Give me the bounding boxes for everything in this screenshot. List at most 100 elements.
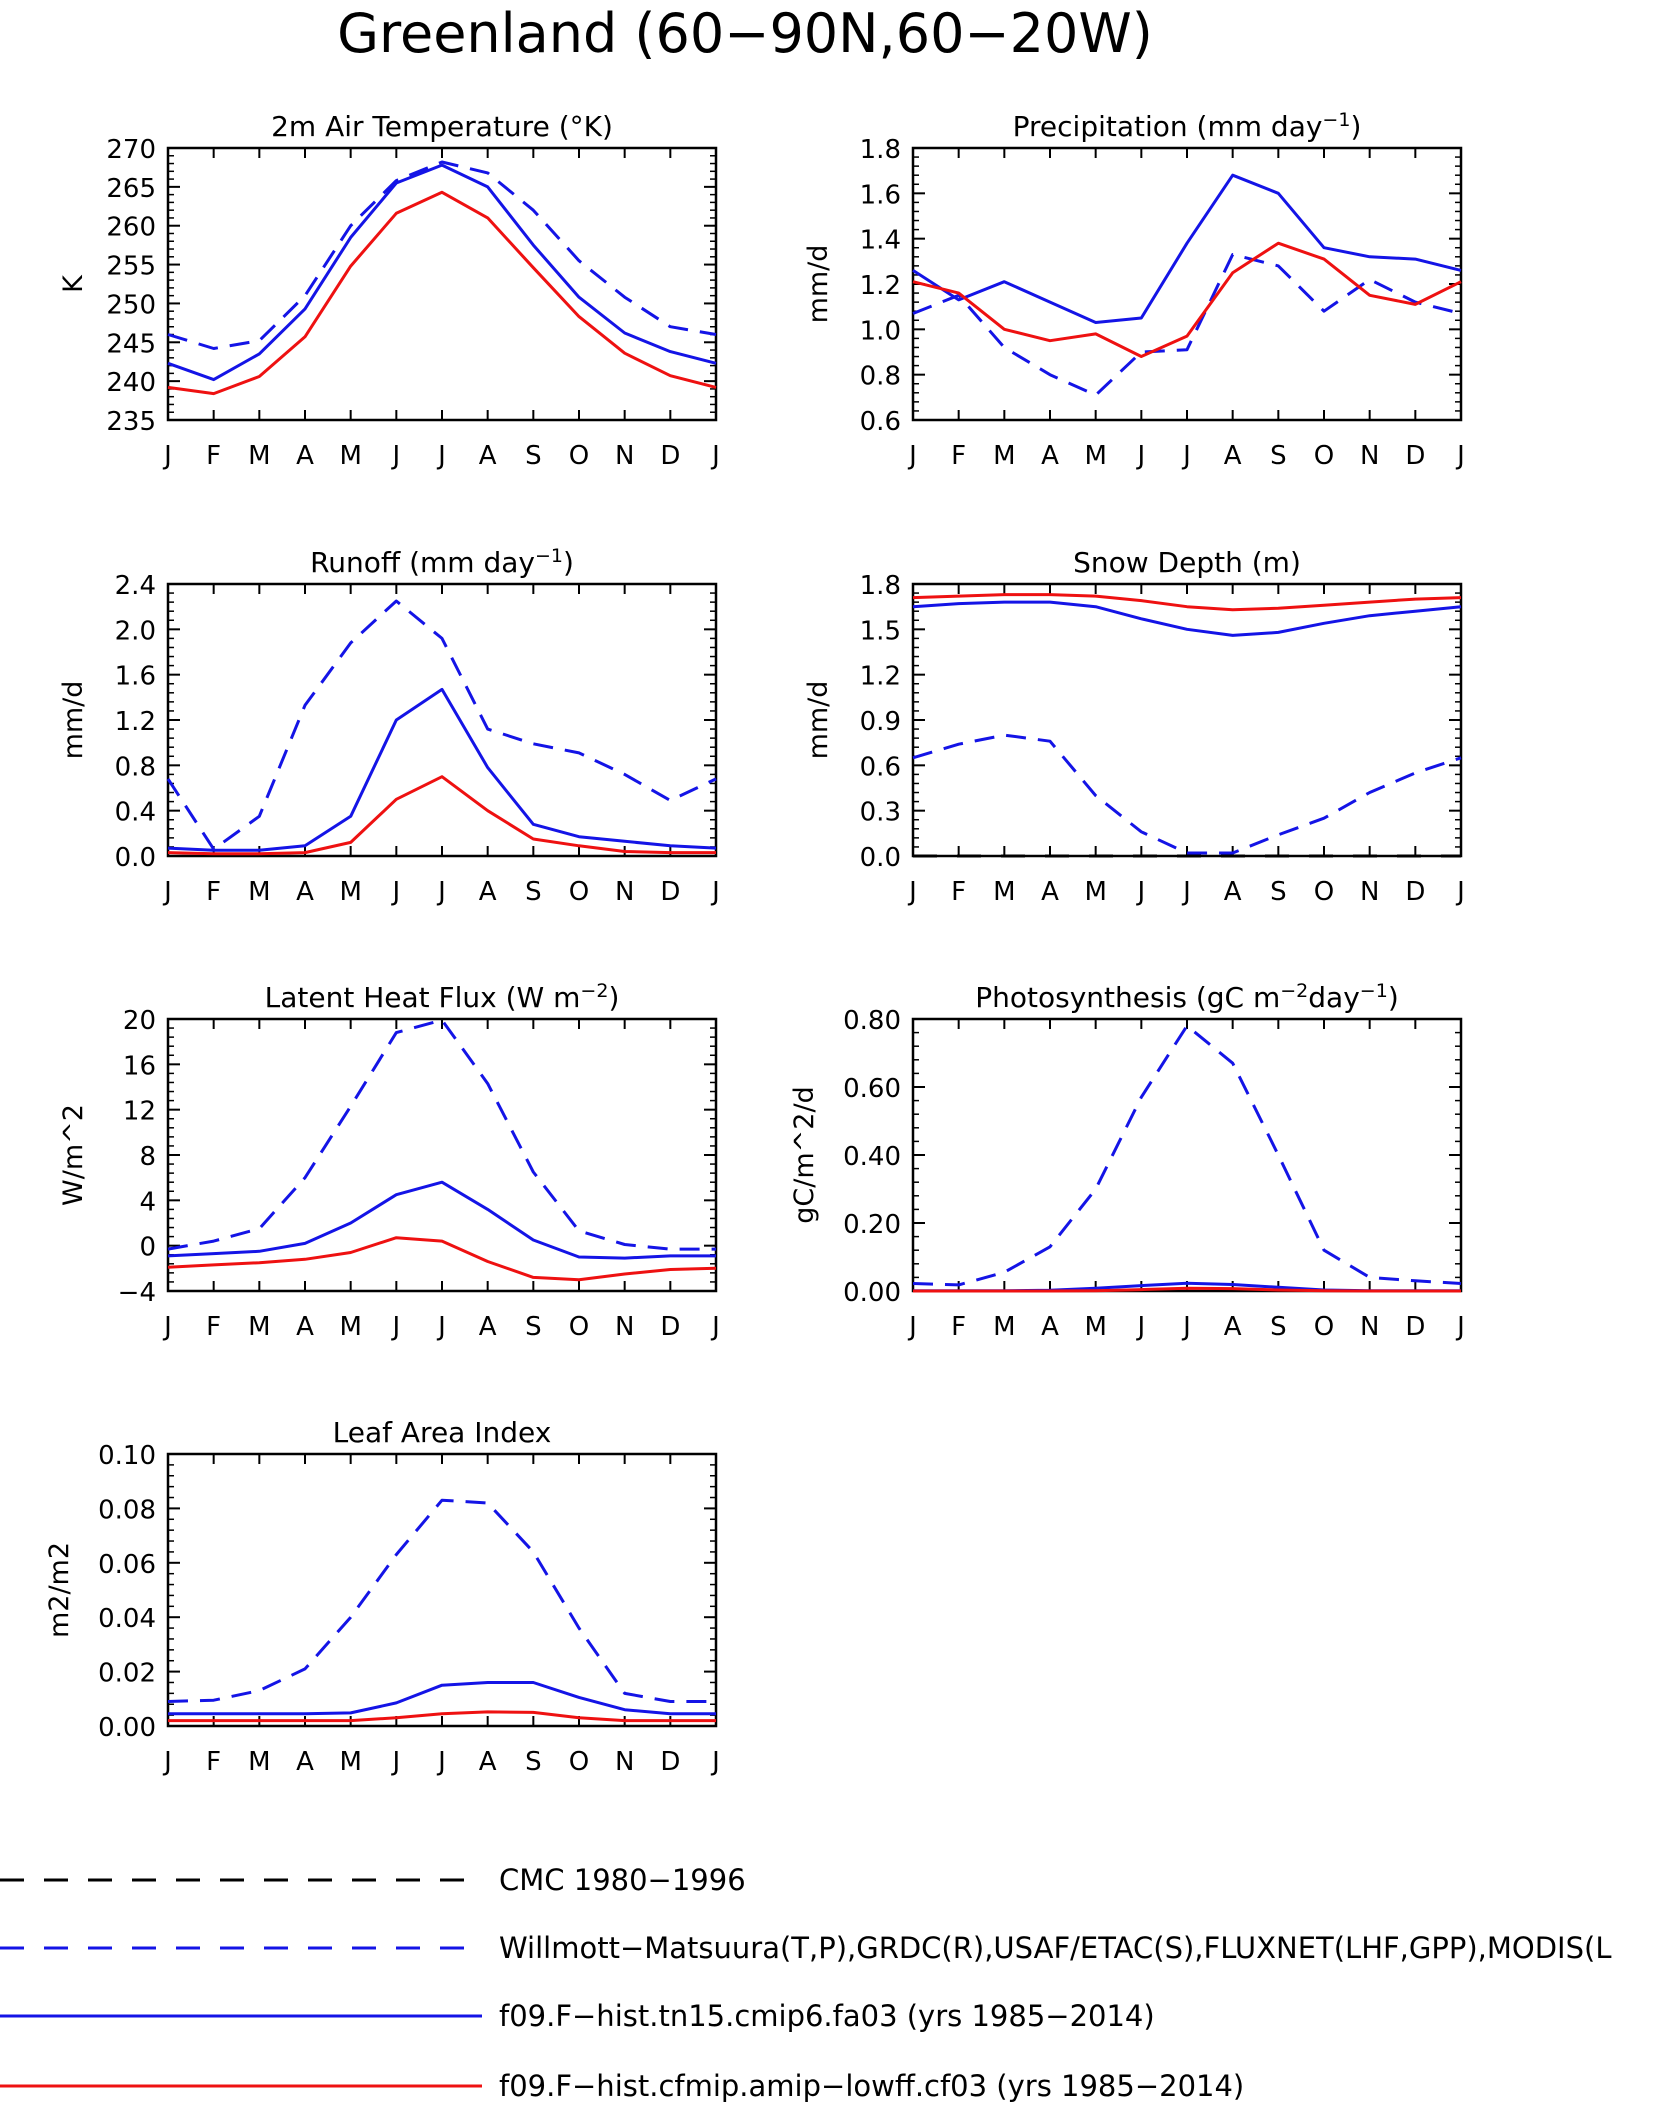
x-tick-label: J	[1135, 1312, 1145, 1342]
x-tick-label: S	[1270, 1312, 1287, 1342]
y-tick-label: 260	[106, 213, 156, 243]
y-tick-label: 0.6	[860, 752, 901, 782]
y-tick-label: 0.06	[98, 1550, 156, 1580]
y-tick-label: 2.0	[115, 616, 156, 646]
y-tick-label: 0.0	[860, 843, 901, 873]
legend-label-1: CMC 1980−1996	[499, 1863, 746, 1897]
y-tick-label: 1.5	[860, 616, 901, 646]
x-tick-label: O	[569, 1312, 589, 1342]
x-tick-label: J	[710, 441, 720, 471]
x-tick-label: J	[710, 877, 720, 907]
x-tick-label: J	[1181, 441, 1191, 471]
x-tick-label: N	[1360, 877, 1379, 907]
x-tick-label: F	[206, 441, 221, 471]
x-tick-label: J	[1135, 441, 1145, 471]
x-tick-label: F	[206, 877, 221, 907]
x-tick-label: J	[390, 441, 400, 471]
x-tick-label: O	[1314, 1312, 1334, 1342]
x-tick-label: M	[339, 1747, 361, 1777]
panel-title-part: )	[563, 546, 574, 579]
x-tick-label: D	[660, 1747, 680, 1777]
x-tick-label: S	[1270, 441, 1287, 471]
y-tick-label: 255	[106, 252, 156, 282]
x-tick-label: N	[615, 1312, 634, 1342]
x-tick-label: M	[1084, 877, 1106, 907]
panel-title-superscript: −1	[1322, 109, 1350, 131]
panel-title-part: )	[1350, 110, 1361, 143]
plot-frame	[911, 582, 1463, 858]
y-axis-label: mm/d	[803, 681, 834, 760]
series-line-1	[167, 160, 717, 350]
x-tick-label: O	[569, 1747, 589, 1777]
x-tick-label: A	[479, 441, 497, 471]
series-line-3	[168, 1710, 716, 1723]
y-tick-label: 20	[123, 1006, 156, 1036]
x-tick-label: M	[248, 441, 270, 471]
x-tick-label: A	[296, 1747, 314, 1777]
panel-6: J F M A M J J A S O N D J0.000.200.400.600.80gC/m^2/…	[789, 980, 1465, 1342]
x-tick-label: D	[660, 1312, 680, 1342]
series-line-4	[912, 593, 1462, 612]
y-tick-label: −4	[118, 1278, 156, 1308]
y-tick-label: 0.9	[860, 707, 901, 737]
y-tick-label: 0.00	[98, 1713, 156, 1743]
series-line-2	[167, 1180, 716, 1260]
panel-title-superscript: −2	[580, 980, 608, 1002]
x-tick-label: A	[1041, 877, 1059, 907]
y-tick-label: 0.8	[860, 362, 901, 392]
panels: J F M A M J J A S O N D J235240245250255260265270K2m…	[44, 109, 1465, 1777]
y-tick-label: 1.6	[115, 662, 156, 692]
x-tick-label: O	[569, 877, 589, 907]
y-tick-label: 0.02	[98, 1659, 156, 1689]
y-tick-label: 0.8	[115, 752, 156, 782]
x-tick-label: S	[525, 1747, 542, 1777]
x-tick-label: M	[1084, 1312, 1106, 1342]
x-tick-label: J	[710, 1312, 720, 1342]
y-axis-label: m2/m2	[44, 1542, 75, 1638]
x-tick-label: J	[390, 877, 400, 907]
x-tick-label: J	[162, 1747, 172, 1777]
series-line-1	[167, 1498, 716, 1703]
series-line-1	[166, 599, 717, 851]
x-tick-label: F	[206, 1312, 221, 1342]
y-tick-label: 0.04	[98, 1604, 156, 1634]
x-tick-label: J	[436, 441, 446, 471]
x-tick-label: N	[615, 877, 634, 907]
x-tick-label: N	[615, 1747, 634, 1777]
x-tick-label: A	[296, 877, 314, 907]
panel-title-superscript: −1	[535, 545, 563, 567]
series-line-3	[913, 1286, 1461, 1293]
x-tick-label: J	[907, 877, 917, 907]
y-tick-label: 245	[106, 329, 156, 359]
y-tick-label: 0.6	[860, 407, 901, 437]
y-tick-label: 2.4	[115, 571, 156, 601]
x-tick-label: A	[296, 441, 314, 471]
y-tick-label: 0.00	[843, 1278, 901, 1308]
panel-7: J F M A M J J A S O N D J0.000.020.040.060.080.10m2/…	[44, 1416, 720, 1777]
x-tick-label: J	[710, 1747, 720, 1777]
series-line-2	[167, 163, 717, 382]
x-tick-label: N	[1360, 1312, 1379, 1342]
y-tick-label: 240	[106, 368, 156, 398]
x-tick-label: A	[1224, 441, 1242, 471]
panel-title-part: Runoff (mm day	[310, 546, 535, 579]
x-tick-label: J	[162, 441, 172, 471]
y-tick-label: 12	[123, 1097, 156, 1127]
panel-title-superscript: −1	[1360, 980, 1388, 1002]
panel-title-part: Precipitation (mm day	[1013, 110, 1323, 143]
panel-title-part: )	[1388, 981, 1399, 1014]
x-tick-label: F	[951, 441, 966, 471]
series-line-2	[167, 687, 717, 852]
x-tick-label: J	[907, 1312, 917, 1342]
plot-frame	[166, 582, 718, 858]
series-line-3	[167, 190, 717, 396]
panel-title-part: 2m Air Temperature (°K)	[271, 110, 613, 143]
y-tick-label: 8	[139, 1142, 156, 1172]
x-tick-label: O	[1314, 441, 1334, 471]
x-tick-label: J	[162, 877, 172, 907]
y-tick-label: 16	[123, 1051, 156, 1081]
x-tick-label: D	[1405, 441, 1425, 471]
panel-1: J F M A M J J A S O N D J235240245250255260265270K2m…	[58, 110, 720, 471]
y-tick-label: 1.4	[860, 226, 901, 256]
